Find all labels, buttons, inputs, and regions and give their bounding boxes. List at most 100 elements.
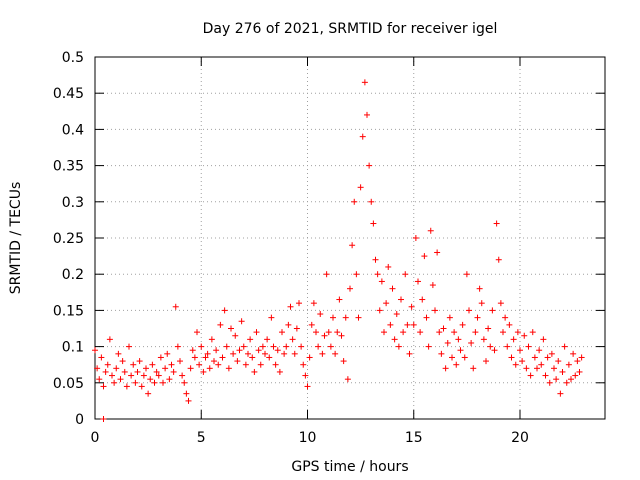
data-point — [300, 361, 307, 368]
data-point — [372, 256, 379, 263]
data-point — [508, 354, 515, 361]
data-point — [425, 343, 432, 350]
data-point — [217, 321, 224, 328]
data-point — [98, 354, 105, 361]
data-point — [283, 343, 290, 350]
data-point — [525, 343, 532, 350]
data-point — [119, 358, 126, 365]
data-point — [183, 390, 190, 397]
data-point — [493, 220, 500, 227]
data-point — [548, 350, 555, 357]
data-point — [166, 376, 173, 383]
data-point — [100, 416, 107, 422]
point-layer — [92, 79, 585, 422]
y-tick-label: 0 — [75, 412, 84, 428]
data-point — [527, 372, 534, 379]
x-tick-label: 20 — [511, 430, 529, 446]
data-point — [198, 343, 205, 350]
data-point — [408, 303, 415, 310]
data-point — [502, 314, 509, 321]
data-point — [393, 311, 400, 318]
data-point — [136, 358, 143, 365]
x-tick-label: 15 — [405, 430, 423, 446]
data-point — [500, 329, 506, 336]
data-point — [181, 379, 188, 386]
data-point — [334, 329, 341, 336]
data-point — [495, 256, 502, 263]
data-point — [104, 361, 111, 368]
data-point — [444, 339, 451, 346]
data-point — [289, 336, 296, 343]
y-tick-label: 0.15 — [53, 303, 84, 319]
data-point — [359, 133, 366, 140]
y-tick-label: 0.05 — [53, 376, 84, 392]
data-point — [355, 314, 362, 321]
data-point — [459, 321, 466, 328]
y-tick-label: 0.3 — [62, 195, 84, 211]
data-point — [491, 347, 498, 354]
data-point — [123, 383, 130, 390]
data-point — [257, 361, 264, 368]
data-point — [330, 314, 336, 321]
data-point — [374, 271, 381, 278]
data-point — [126, 343, 132, 350]
data-point — [242, 361, 249, 368]
data-point — [155, 372, 162, 379]
data-point — [347, 285, 353, 292]
data-point — [476, 285, 483, 292]
y-tick-label: 0.1 — [62, 340, 84, 356]
data-point — [249, 354, 256, 361]
data-point — [117, 376, 124, 383]
data-point — [281, 350, 288, 357]
data-point — [504, 343, 511, 350]
data-point — [376, 307, 383, 314]
data-point — [194, 329, 200, 336]
data-point — [453, 361, 460, 368]
data-point — [92, 347, 98, 354]
data-point — [230, 350, 237, 357]
data-point — [145, 390, 152, 397]
data-point — [391, 336, 398, 343]
data-point — [179, 372, 186, 379]
data-point — [534, 365, 540, 372]
data-point — [531, 354, 538, 361]
data-point — [565, 361, 572, 368]
data-point — [410, 321, 417, 328]
data-point — [245, 350, 251, 357]
data-point — [236, 347, 243, 354]
data-point — [336, 296, 343, 303]
data-point — [132, 379, 139, 386]
data-point — [200, 368, 207, 375]
data-point — [285, 321, 292, 328]
data-point — [191, 354, 198, 361]
y-tick-label: 0.4 — [62, 122, 84, 138]
data-point — [385, 263, 392, 270]
y-tick-label: 0.25 — [53, 231, 84, 247]
data-point — [563, 379, 570, 386]
data-point — [151, 379, 158, 386]
data-point — [128, 372, 135, 379]
data-point — [398, 296, 404, 303]
data-point — [228, 325, 234, 332]
data-point — [421, 253, 428, 260]
data-point — [196, 361, 203, 368]
data-point — [455, 336, 462, 343]
data-point — [111, 379, 118, 386]
data-point — [404, 321, 411, 328]
data-point — [402, 271, 409, 278]
data-point — [429, 282, 436, 289]
data-point — [344, 376, 351, 383]
data-point — [225, 365, 232, 372]
data-point — [412, 235, 419, 241]
data-point — [247, 336, 254, 343]
data-point — [113, 365, 120, 372]
data-point — [368, 198, 375, 205]
data-point — [415, 278, 421, 285]
data-point — [340, 358, 347, 365]
data-point — [570, 350, 577, 357]
data-point — [438, 350, 445, 357]
data-point — [234, 358, 241, 365]
data-point — [121, 368, 128, 375]
data-point — [202, 354, 209, 361]
